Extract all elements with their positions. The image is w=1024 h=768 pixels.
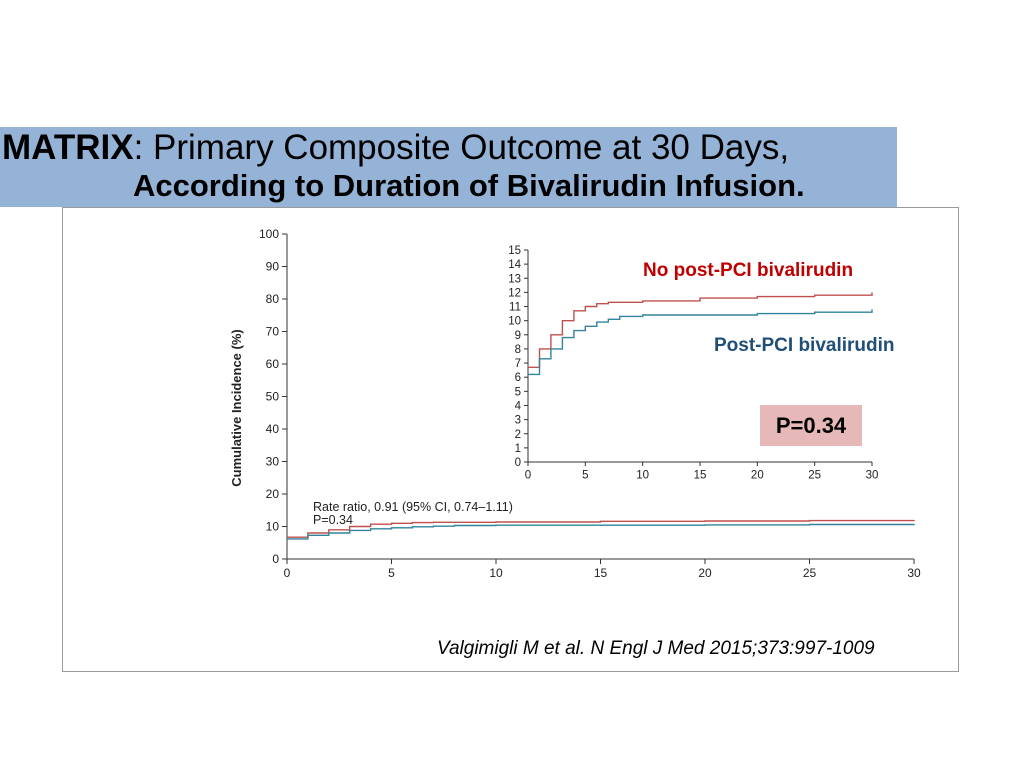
inset-series: [528, 292, 873, 376]
inset-series-no-post-pci: [528, 292, 873, 368]
main-y-tick-label: 30: [266, 455, 280, 469]
inset-x-tick-label: 25: [808, 470, 821, 482]
main-y-tick-label: 50: [266, 390, 280, 404]
main-x-tick-label: 25: [803, 566, 817, 580]
legend-no-post-pci: No post-PCI bivalirudin: [643, 260, 854, 281]
title-band: [0, 127, 897, 207]
inset-x-tick-label: 15: [694, 470, 707, 482]
citation-area: [63, 590, 957, 670]
inset-y-tick-label: 12: [508, 287, 521, 299]
citation: Valgimigli M et al. N Engl J Med 2015;37…: [437, 638, 875, 659]
inset-x-tick-label: 5: [582, 470, 588, 482]
main-y-tick-label: 80: [266, 292, 280, 306]
inset-y-tick-label: 1: [515, 443, 521, 455]
inset-y-tick-label: 4: [515, 400, 522, 412]
inset-x-tick-label: 30: [866, 470, 879, 482]
inset-y-tick-label: 9: [515, 330, 521, 342]
main-x-tick-label: 5: [388, 566, 395, 580]
inset-y-tick-label: 15: [508, 245, 521, 257]
slide-subtitle: According to Duration of Bivalirudin Inf…: [133, 168, 805, 203]
p-value-badge: P=0.34: [760, 405, 862, 446]
main-y-tick-label: 20: [266, 487, 280, 501]
inset-y-tick-label: 8: [515, 344, 521, 356]
inset-y-tick-label: 3: [515, 415, 521, 427]
main-y-tick-label: 100: [259, 227, 279, 241]
main-x-tick-label: 10: [489, 566, 503, 580]
inset-y-tick-label: 14: [508, 259, 521, 271]
inset-y-tick-label: 5: [515, 386, 521, 398]
rate-ratio-pvalue: P=0.34: [313, 513, 353, 527]
inset-y-tick-label: 10: [508, 316, 521, 328]
main-series-post-pci: [287, 523, 915, 540]
inset-y-tick-label: 2: [515, 429, 521, 441]
trial-name: MATRIX: [2, 128, 134, 167]
inset-x-tick-label: 20: [751, 470, 764, 482]
main-series: [287, 519, 915, 540]
main-y-tick-label: 60: [266, 357, 280, 371]
inset-x-tick-label: 10: [636, 470, 649, 482]
inset-x-tick-label: 0: [525, 470, 531, 482]
main-y-tick-label: 10: [266, 520, 280, 534]
inset-y-tick-label: 0: [515, 457, 521, 469]
inset-y-tick-label: 11: [509, 302, 521, 314]
rate-ratio-text: Rate ratio, 0.91 (95% CI, 0.74–1.11): [313, 500, 513, 514]
main-y-tick-label: 70: [266, 325, 280, 339]
main-y-tick-label: 40: [266, 422, 280, 436]
legend-post-pci: Post-PCI bivalirudin: [714, 335, 895, 356]
main-x-tick-label: 20: [698, 566, 712, 580]
main-series-no-post-pci: [287, 519, 915, 538]
inset-y-tick-label: 13: [508, 273, 521, 285]
main-y-tick-label: 0: [272, 552, 279, 566]
main-x-tick-label: 0: [284, 566, 291, 580]
main-y-tick-label: 90: [266, 260, 280, 274]
slide-title: MATRIX: Primary Composite Outcome at 30 …: [2, 128, 789, 168]
inset-y-tick-label: 6: [515, 372, 521, 384]
main-x-tick-label: 15: [594, 566, 608, 580]
inset-series-post-pci: [528, 309, 873, 376]
main-x-tick-label: 30: [907, 566, 921, 580]
inset-y-tick-label: 7: [515, 358, 521, 370]
y-axis-label: Cumulative Incidence (%): [229, 329, 244, 486]
title-rest: : Primary Composite Outcome at 30 Days,: [133, 128, 790, 167]
